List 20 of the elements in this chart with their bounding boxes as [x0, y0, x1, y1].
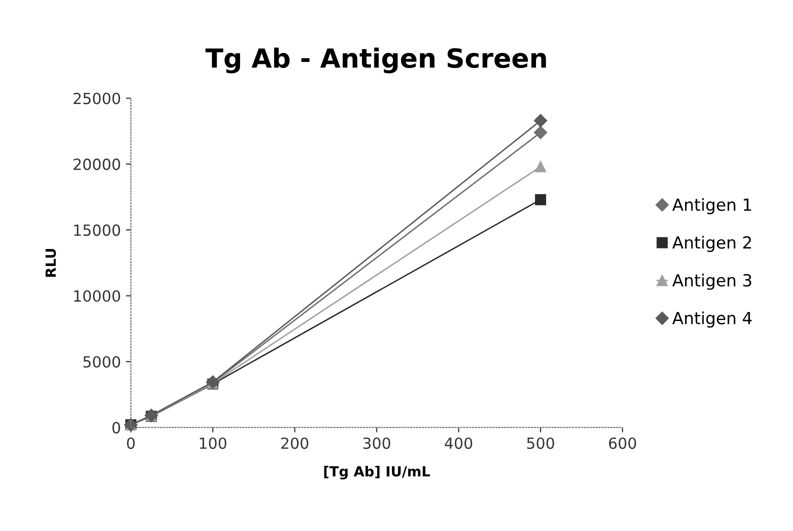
y-tick-label: 25000 [74, 92, 120, 104]
legend-label: Antigen 1 [672, 198, 752, 214]
y-tick-label: 5000 [83, 356, 120, 368]
y-tick-label: 20000 [74, 158, 120, 170]
y-tick-label: 10000 [74, 290, 120, 302]
chart-title: Tg Ab - Antigen Screen [206, 48, 546, 74]
legend-label: Antigen 2 [672, 236, 751, 252]
y-tick-label: 15000 [74, 224, 120, 236]
x-tick-label: 200 [281, 437, 308, 450]
x-tick-label: 0 [126, 437, 135, 450]
legend-label: Antigen 3 [672, 274, 752, 290]
x-tick-label: 600 [608, 437, 636, 450]
x-axis-title: [Tg Ab] IU/mL [324, 466, 430, 480]
y-axis-title: RLU [46, 248, 56, 277]
legend-label: Antigen 4 [672, 311, 752, 328]
x-tick-label: 500 [527, 437, 554, 450]
x-tick-label: 100 [200, 437, 226, 450]
y-tick-label: 0 [112, 422, 120, 434]
x-tick-label: 300 [363, 437, 390, 450]
x-tick-label: 400 [444, 437, 472, 450]
